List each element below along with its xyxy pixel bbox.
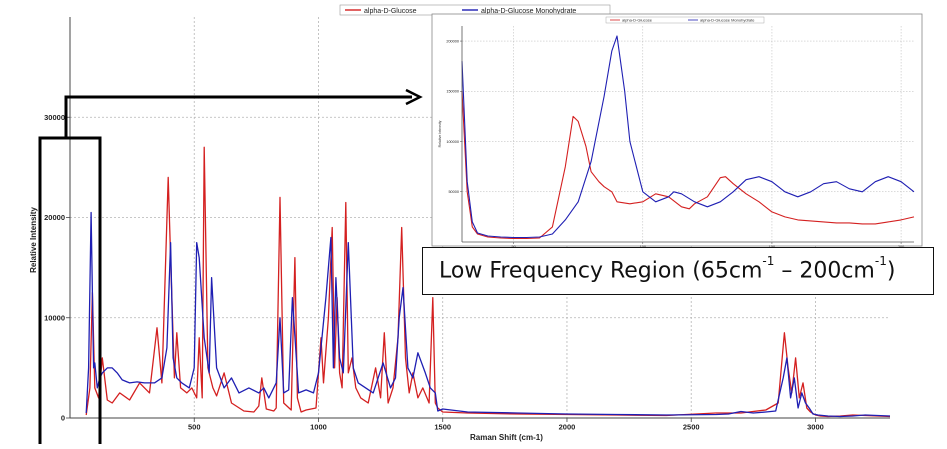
arrow-line	[64, 95, 412, 138]
y-tick-label: 10000	[44, 313, 65, 322]
y-tick-label: 50000	[448, 190, 459, 194]
series-line-glucose	[461, 91, 915, 240]
annotation	[38, 88, 423, 444]
y-tick-label: 20000	[44, 213, 65, 222]
x-tick-label: 100	[640, 245, 646, 249]
y-tick-label: 30000	[44, 113, 65, 122]
inset-series	[461, 35, 915, 240]
series-line-monohydrate	[85, 211, 891, 418]
x-tick-label: 500	[188, 423, 201, 432]
inset-legend-label-monohydrate: alpha-D-Glucose Monohydrate	[700, 18, 755, 23]
x-tick-label: 2500	[683, 423, 700, 432]
legend-label-glucose: alpha-D-Glucose	[364, 8, 417, 15]
x-tick-label: 3000	[807, 423, 824, 432]
main-y-axis-label: Relative Intensity	[29, 207, 38, 273]
inset-grid	[462, 26, 914, 242]
series-line-monohydrate	[461, 35, 915, 239]
x-tick-label: 1000	[310, 423, 327, 432]
main-legend: alpha-D-Glucose alpha-D-Glucose Monohydr…	[339, 4, 611, 16]
y-tick-label: 100000	[446, 140, 459, 144]
x-tick-label: 2000	[559, 423, 576, 432]
legend-label-monohydrate: alpha-D-Glucose Monohydrate	[481, 8, 576, 15]
inset-y-axis-label: Relative Intensity	[438, 120, 442, 147]
x-tick-label: 200	[898, 245, 904, 249]
x-tick-label: 1500	[434, 423, 451, 432]
y-tick-label: 150000	[446, 90, 459, 94]
y-tick-label: 200000	[446, 39, 459, 43]
main-series	[85, 146, 891, 418]
annotation-text: Low Frequency Region (65cm-1 – 200cm-1)	[439, 254, 896, 284]
inset-legend-label-glucose: alpha-D-Glucose	[622, 18, 653, 23]
inset-legend-box	[605, 16, 765, 24]
inset-plot-area	[462, 26, 914, 242]
x-tick-label: 150	[769, 245, 775, 249]
inset-plot: 50 100 150 200 50000 100000 150000 200000 Relat…	[431, 13, 923, 249]
arrow-head	[405, 88, 423, 106]
y-tick-label: 0	[61, 414, 65, 423]
inset-ticks: 50 100 150 200 50000 100000 150000 200000	[446, 39, 904, 248]
main-x-axis-label: Raman Shift (cm-1)	[470, 433, 543, 442]
region-bracket	[38, 136, 102, 444]
annotation-label: Low Frequency Region (65cm-1 – 200cm-1)	[422, 247, 934, 295]
inset-legend: alpha-D-Glucose alpha-D-Glucose Monohydr…	[605, 16, 765, 24]
x-tick-label: 50	[512, 245, 516, 249]
